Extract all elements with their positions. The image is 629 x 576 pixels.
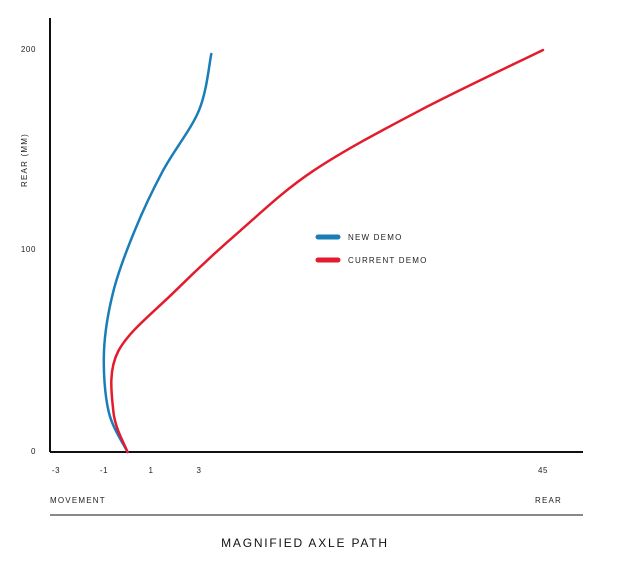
- y-axis-label: REAR (MM): [20, 133, 29, 187]
- legend-label-current-demo: CURRENT DEMO: [348, 256, 428, 265]
- legend-label-new-demo: NEW DEMO: [348, 233, 403, 242]
- chart-caption: MAGNIFIED AXLE PATH: [221, 536, 389, 550]
- x-axis-label-movement: MOVEMENT: [50, 496, 106, 505]
- legend: NEW DEMO CURRENT DEMO: [315, 233, 428, 265]
- x-tick-1: 1: [148, 466, 153, 475]
- series-line-new-demo: [102, 52, 213, 454]
- x-tick-neg1: -1: [100, 466, 108, 475]
- x-axis-label-rear: REAR: [535, 496, 562, 505]
- x-tick-3: 3: [196, 466, 201, 475]
- y-tick-200: 200: [21, 45, 36, 54]
- x-tick-neg3: -3: [52, 466, 60, 475]
- series-line-current-demo: [110, 48, 545, 454]
- y-tick-100: 100: [21, 245, 36, 254]
- x-tick-45: 45: [538, 466, 548, 475]
- y-tick-0: 0: [31, 447, 36, 456]
